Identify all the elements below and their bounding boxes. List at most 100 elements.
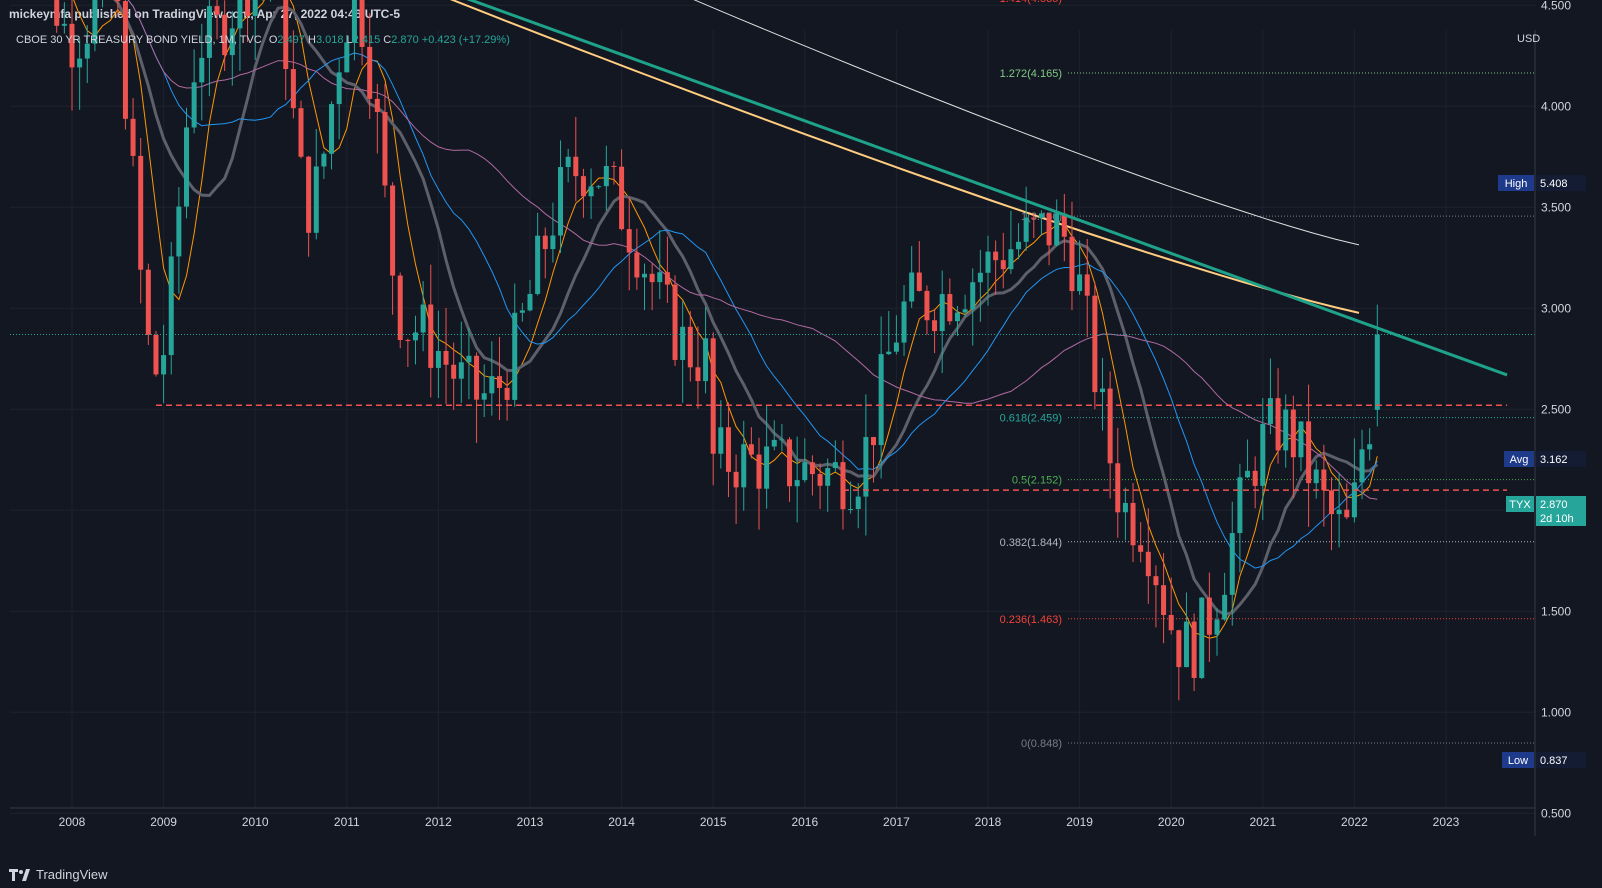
fib-level-label: 1.272(4.165) (1000, 68, 1062, 80)
price-axis[interactable]: 6.0005.5005.0004.5004.0003.5003.0002.500… (1541, 0, 1571, 820)
ma-yellow-line (449, 0, 1360, 314)
price-chart[interactable]: 1.618(5.067)1.414(4.535)1.272(4.165)1(3.… (0, 0, 1602, 866)
candle-body (1168, 614, 1174, 631)
candle-body (359, 0, 365, 47)
candle-body (1336, 509, 1342, 515)
candle-body (161, 355, 167, 375)
candle-body (1199, 597, 1205, 678)
candle-body (1176, 630, 1182, 668)
high-value: 3.018 (315, 34, 344, 46)
time-axis[interactable]: 2008 2009 2010 2011 2012 2013 2014 2015 2016 2017… (59, 815, 1460, 829)
ma-purple-line (127, 0, 1378, 500)
candle-body (481, 393, 487, 400)
tradingview-logo[interactable]: TradingView (9, 867, 108, 882)
candle-body (1245, 470, 1251, 478)
candle-body (1229, 533, 1235, 595)
last-price-badge: TYX 2.870 2d 10h (1506, 496, 1586, 526)
time-tick-label: 2014 (608, 815, 635, 829)
time-tick-label: 2018 (975, 815, 1002, 829)
low-badge-label: Low (1508, 755, 1528, 767)
candle-body (664, 272, 670, 285)
last-price-value: 2.870 (1540, 499, 1568, 511)
candle-body (458, 362, 464, 379)
candle-body (1191, 621, 1197, 678)
open-value: 2.497 (277, 34, 305, 46)
candle-body (298, 108, 304, 157)
trendline[interactable] (11, 0, 1508, 377)
time-tick-label: 2013 (517, 815, 544, 829)
candle-body (237, 0, 243, 29)
candle-body (1008, 249, 1014, 270)
candle-body (420, 304, 426, 333)
price-tick-label: 4.000 (1541, 99, 1571, 113)
candle-body (695, 367, 701, 382)
candle-body (1000, 260, 1006, 270)
candle-body (764, 446, 770, 489)
candle-body (329, 104, 335, 154)
candle-body (970, 282, 976, 310)
time-tick-label: 2009 (150, 815, 177, 829)
candle-body (588, 186, 594, 197)
time-tick-label: 2019 (1066, 815, 1093, 829)
candle-body (77, 58, 83, 68)
candle-body (642, 273, 647, 278)
price-badges: High 5.408 Avg 3.162 TYX 2.870 2d 10h Lo… (1498, 175, 1586, 768)
candle-body (909, 272, 915, 302)
candle-body (1069, 236, 1075, 292)
candle-body (947, 294, 953, 322)
candle-body (1252, 470, 1258, 486)
close-value: 2.870 (391, 34, 419, 46)
candle-body (619, 166, 625, 230)
candle-body (474, 355, 480, 400)
drawings[interactable] (10, 0, 1535, 491)
candle-body (229, 28, 235, 56)
candle-body (397, 275, 403, 340)
candle-body (145, 269, 151, 335)
candle-body (1183, 621, 1189, 668)
time-tick-label: 2012 (425, 815, 452, 829)
candle-body (993, 251, 999, 261)
high-badge: High 5.408 (1498, 175, 1586, 191)
candle-body (191, 82, 197, 128)
fib-level-label: 0(0.848) (1021, 738, 1062, 750)
fibonacci-retracement[interactable]: 1.618(5.067)1.414(4.535)1.272(4.165)1(3.… (1000, 0, 1535, 750)
candle-body (703, 338, 709, 382)
candle-body (634, 252, 640, 278)
candle-body (382, 112, 388, 186)
currency-label[interactable]: USD (1517, 33, 1541, 45)
candle-body (306, 156, 312, 233)
time-tick-label: 2011 (334, 815, 360, 829)
candle-body (428, 304, 434, 368)
ma-white-line (693, 0, 1360, 246)
candle-body (336, 72, 342, 105)
candle-body (374, 98, 380, 113)
avg-badge-value: 3.162 (1540, 454, 1568, 466)
high-badge-label: High (1505, 178, 1528, 190)
avg-badge: Avg 3.162 (1504, 451, 1586, 467)
time-tick-label: 2008 (59, 815, 86, 829)
candle-body (1306, 421, 1312, 484)
candle-body (657, 272, 663, 283)
candle-body (1313, 469, 1319, 484)
candle-body (565, 156, 571, 168)
candle-body (176, 206, 182, 257)
candle-body (443, 350, 449, 365)
high-label: H (307, 34, 316, 46)
candle-body (184, 127, 189, 207)
candle-body (367, 46, 373, 99)
candle-body (84, 43, 90, 59)
candle-body (580, 176, 586, 197)
candle-body (848, 509, 854, 511)
candle-body (741, 444, 747, 488)
candle-body (527, 293, 533, 311)
price-tick-label: 2.500 (1541, 402, 1571, 416)
candle-body (901, 301, 907, 343)
open-label: O (268, 34, 278, 46)
candle-body (680, 326, 686, 360)
fib-level-label: 0.618(2.459) (1000, 413, 1062, 425)
candle-body (1061, 213, 1067, 237)
avg-badge-label: Avg (1510, 454, 1529, 466)
candle-body (817, 474, 823, 486)
candle-body (756, 454, 762, 489)
time-tick-label: 2015 (700, 815, 727, 829)
